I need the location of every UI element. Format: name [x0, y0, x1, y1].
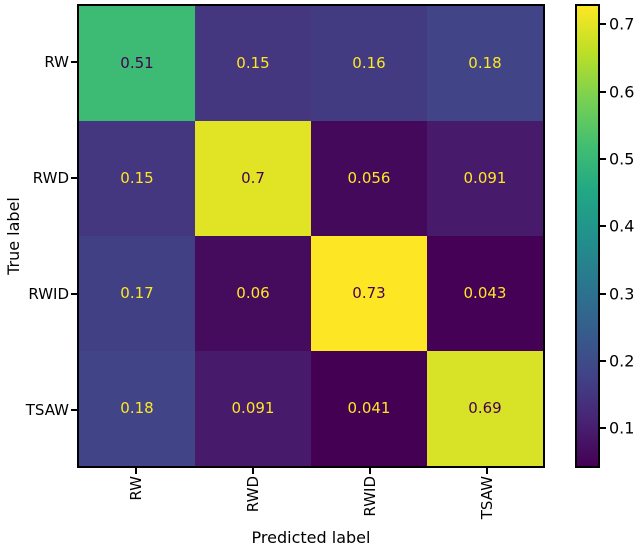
x-tick-mark — [368, 468, 371, 474]
colorbar-tick-mark — [600, 90, 606, 93]
y-tick-label: TSAW — [25, 401, 69, 419]
colorbar-tick-label: 0.1 — [609, 418, 635, 438]
heatmap-cell: 0.06 — [195, 236, 311, 351]
heatmap-cell: 0.15 — [79, 121, 195, 236]
cell-value: 0.15 — [236, 54, 270, 72]
y-tick-mark — [71, 293, 77, 295]
heatmap-cell: 0.51 — [79, 6, 195, 121]
x-axis-label: Predicted label — [251, 528, 371, 547]
colorbar-tick-mark — [600, 23, 606, 26]
y-tick-mark — [71, 61, 77, 63]
heatmap-axes: 0.51 0.15 0.16 0.18 0.15 0.7 0.056 0.091 0.17 0.0… — [77, 4, 545, 468]
x-tick-label: RWD — [243, 476, 262, 513]
heatmap-grid: 0.51 0.15 0.16 0.18 0.15 0.7 0.056 0.091 0.17 0.0… — [79, 6, 543, 466]
cell-value: 0.056 — [347, 169, 391, 187]
colorbar-tick-label: 0.5 — [609, 149, 635, 169]
y-axis-label: True label — [4, 197, 23, 275]
heatmap-cell: 0.15 — [195, 6, 311, 121]
colorbar-tick-label: 0.3 — [609, 284, 635, 304]
heatmap-cell: 0.18 — [79, 351, 195, 466]
cell-value: 0.043 — [463, 284, 507, 302]
heatmap-cell: 0.043 — [427, 236, 543, 351]
heatmap-cell: 0.041 — [311, 351, 427, 466]
cell-value: 0.16 — [352, 54, 386, 72]
x-tick-label: RWID — [360, 476, 379, 517]
x-tick-label: TSAW — [477, 476, 496, 520]
x-tick-label: RW — [126, 476, 145, 501]
cell-value: 0.51 — [120, 54, 154, 72]
cell-value: 0.091 — [231, 399, 275, 417]
colorbar-tick-mark — [600, 359, 606, 362]
colorbar-tick-mark — [600, 225, 606, 228]
y-tick-label: RWD — [32, 169, 69, 187]
cell-value: 0.17 — [120, 284, 154, 302]
y-tick-label: RWID — [28, 285, 69, 303]
cell-value: 0.091 — [463, 169, 507, 187]
heatmap-cell: 0.69 — [427, 351, 543, 466]
colorbar-tick-label: 0.2 — [609, 351, 635, 371]
colorbar-tick-mark — [600, 427, 606, 430]
heatmap-cell: 0.73 — [311, 236, 427, 351]
heatmap-cell: 0.091 — [427, 121, 543, 236]
x-tick-mark — [485, 468, 488, 474]
cell-value: 0.15 — [120, 169, 154, 187]
cell-value: 0.69 — [468, 399, 502, 417]
y-tick-mark — [71, 409, 77, 411]
colorbar-tick-mark — [600, 292, 606, 295]
y-tick-mark — [71, 177, 77, 179]
heatmap-cell: 0.17 — [79, 236, 195, 351]
cell-value: 0.18 — [120, 399, 154, 417]
heatmap-cell: 0.18 — [427, 6, 543, 121]
cell-value: 0.73 — [352, 284, 386, 302]
colorbar-tick-mark — [600, 157, 606, 160]
cell-value: 0.06 — [236, 284, 270, 302]
x-tick-mark — [134, 468, 137, 474]
heatmap-cell: 0.091 — [195, 351, 311, 466]
colorbar-tick-label: 0.7 — [609, 14, 635, 34]
cell-value: 0.7 — [241, 169, 265, 187]
heatmap-cell: 0.056 — [311, 121, 427, 236]
colorbar-tick-label: 0.6 — [609, 82, 635, 102]
heatmap-cell: 0.7 — [195, 121, 311, 236]
heatmap-cell: 0.16 — [311, 6, 427, 121]
colorbar — [575, 4, 600, 468]
cell-value: 0.041 — [347, 399, 391, 417]
cell-value: 0.18 — [468, 54, 502, 72]
y-tick-label: RW — [44, 53, 69, 71]
colorbar-tick-label: 0.4 — [609, 216, 635, 236]
x-tick-mark — [251, 468, 254, 474]
